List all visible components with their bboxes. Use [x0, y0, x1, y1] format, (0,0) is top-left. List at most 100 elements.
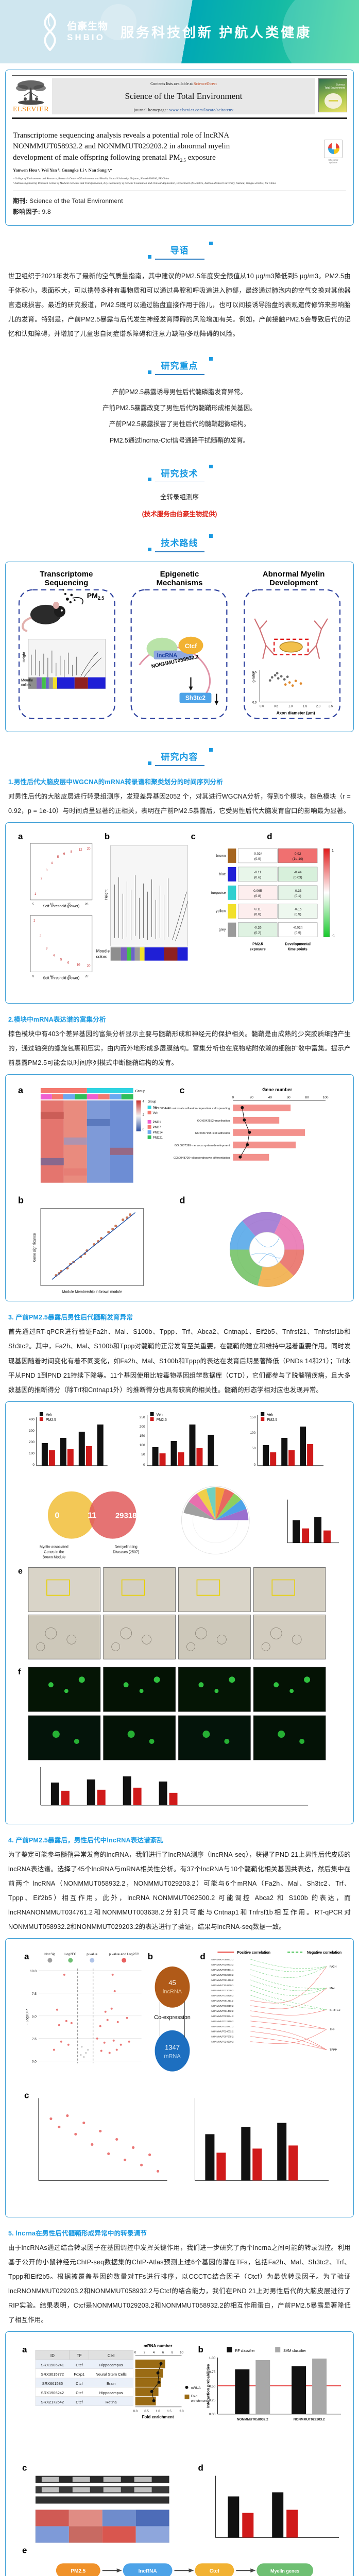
fig3-micrographs: e f — [18, 1567, 326, 1760]
svg-text:NONMMUT062500.2: NONMMUT062500.2 — [211, 1974, 233, 1976]
svg-text:-0.33: -0.33 — [294, 889, 302, 893]
paper-title-line1: Transcriptome sequencing analysis reveal… — [13, 131, 230, 140]
svg-text:60: 60 — [287, 1096, 291, 1099]
banner-slogan: 服务科技创新 护航人类健康 — [121, 25, 312, 40]
svg-text:TRF: TRF — [330, 2028, 335, 2031]
fig2-b-ylabel: Gene significance — [33, 1233, 37, 1262]
fig5-d — [215, 2476, 339, 2538]
fig5-td-tf: Ctcf — [76, 2381, 83, 2386]
svg-text:Log2FC: Log2FC — [64, 1953, 76, 1956]
fig2-a-pnd1: PND1 — [153, 1121, 162, 1124]
crossmark-badge[interactable]: Check for updates — [322, 140, 344, 164]
figure-3-svg: 400 300 200 100 0 Veh PM2.5 250 200 150 100 50… — [18, 1412, 339, 1806]
svg-text:0: 0 — [143, 1463, 145, 1467]
elsevier-tree-icon — [16, 80, 46, 105]
fig1-b-module-label-1: Moudle — [96, 949, 110, 954]
svg-text:NONMMUT034761.2: NONMMUT034761.2 — [211, 2025, 233, 2028]
svg-text:20: 20 — [87, 848, 91, 851]
svg-text:400: 400 — [29, 1418, 35, 1421]
svg-text:10: 10 — [180, 2351, 183, 2354]
section-heading-content: 研究内容 — [0, 748, 359, 766]
subsection-3-title: 3. 产前PM2.5暴露后男性后代髓鞘发育异常 — [8, 1314, 133, 1321]
svg-text:5: 5 — [32, 903, 35, 906]
fig4-volcano-legend: Not Sig Log2FC p value p value and Log2FC — [44, 1953, 139, 1963]
svg-text:NONMMUT029203.2: NONMMUT029203.2 — [211, 1963, 233, 1966]
paper-title-sub: 2.5 — [180, 157, 186, 163]
svg-text:3: 3 — [46, 869, 48, 872]
svg-text:10: 10 — [77, 964, 80, 967]
journal-meta: 期刊: Science of the Total Environment — [13, 196, 346, 205]
fig4-volcano-ylabel: - Log10 P — [26, 2009, 29, 2025]
fig2-a-heat-body — [40, 1100, 133, 1183]
svg-text:1.0: 1.0 — [156, 2410, 160, 2413]
svg-text:GO:0048709~oligodendrocyte dif: GO:0048709~oligodendrocyte differentiati… — [174, 1157, 230, 1160]
highlight-item: PM2.5通过lncrna-Ctcf信号通路干扰髓鞘的发育。 — [109, 436, 250, 444]
fig5-c — [35, 2476, 169, 2544]
contents-available-line: Contents lists available at ScienceDirec… — [54, 81, 313, 86]
svg-text:2: 2 — [143, 1114, 145, 1117]
roadmap-xtick-5: 2.5 — [329, 705, 333, 708]
roadmap-gratio-label: g-ratio — [252, 672, 255, 682]
fig3-legend-pm-2: PM2.5 — [157, 1418, 167, 1422]
svg-text:10: 10 — [50, 903, 54, 906]
svg-text:(0.6): (0.6) — [254, 913, 261, 917]
section-heading-highlights: 研究重点 — [0, 357, 359, 375]
svg-text:-0.024: -0.024 — [253, 852, 263, 856]
elsevier-wordmark: ELSEVIER — [12, 106, 49, 113]
svg-text:brown: brown — [216, 854, 226, 858]
svg-text:2: 2 — [40, 935, 42, 938]
fig3-legend-pm-1: PM2.5 — [46, 1418, 56, 1422]
fig5-td-cell: Retina — [106, 2400, 117, 2404]
svg-text:1: 1 — [33, 920, 36, 923]
svg-text:3: 3 — [46, 947, 48, 951]
section-heading-roadmap: 技术路线 — [0, 534, 359, 552]
svg-text:8: 8 — [172, 2351, 174, 2354]
svg-text:(0.9): (0.9) — [254, 857, 261, 861]
figure-2-svg: a c b d Group — [18, 1085, 329, 1294]
fig5-b-yticks: 1.00 0.75 0.50 0.25 0.00 — [209, 2357, 216, 2416]
fig3-bars-2: 250 200 150 100 50 0 Veh PM2.5 — [140, 1412, 218, 1467]
svg-text:5: 5 — [57, 856, 59, 859]
svg-text:100: 100 — [250, 1431, 255, 1435]
paper-title-line3b: exposure — [185, 153, 216, 162]
subsection-4-title: 4. 产前PM2.5暴露后，男性后代中lncRNA表达谱紊乱 — [8, 1836, 164, 1844]
roadmap-panel1-title-l2: Sequencing — [44, 579, 88, 587]
fig3-bars-3: 150 100 50 0 Veh PM2.5 — [250, 1412, 324, 1467]
svg-text:20: 20 — [250, 1096, 254, 1099]
roadmap-panel3-title-l2: Development — [269, 579, 318, 587]
fig5-td-id: SRX1906241 — [41, 2363, 64, 2367]
paper-title-line2: NONMMUT058932.2 and NONMMUT029203.2 in a… — [13, 142, 230, 151]
sciencedirect-link[interactable]: ScienceDirect — [194, 81, 217, 86]
roadmap-ytick-05: 0.5 — [252, 671, 257, 674]
fig1-a2-xlabel: Soft Threshold (power) — [43, 977, 79, 980]
svg-text:5: 5 — [32, 975, 35, 978]
fig1-panel-d: d — [267, 832, 272, 841]
journal-info-block: Contents lists available at ScienceDirec… — [52, 78, 315, 114]
fig4-venn-top-label: lncRNA — [163, 1989, 182, 1995]
brand-name-en: SHBIO — [67, 32, 105, 42]
fig2-c-ticks: 0 20 40 60 80 100 — [232, 1096, 329, 1099]
fig5-panel-a: a — [22, 2345, 27, 2354]
fig4-panel-c-bars — [195, 2098, 329, 2181]
svg-text:10.0: 10.0 — [30, 1970, 37, 1973]
svg-text:(0.1): (0.1) — [294, 894, 301, 898]
svg-text:yellow: yellow — [216, 910, 226, 913]
fig5-th-cell: Cell — [108, 2353, 115, 2358]
impact-factor-meta: 影响因子: 9.8 — [13, 207, 346, 216]
roadmap-panel3-title-l1: Abnormal Myelin — [263, 570, 325, 579]
svg-text:0.11: 0.11 — [254, 908, 261, 911]
fig4-venn-mid-label: Co-expression — [154, 2014, 191, 2021]
fig4-panel-d: d — [200, 1952, 205, 1961]
svg-text:20: 20 — [85, 903, 89, 906]
fig5-pathway: PM2.5 lncRNA Ctcf Myelin genes Abnormal … — [56, 2563, 314, 2576]
fig3-venn-left-label-3: Brown Module — [43, 1555, 66, 1559]
svg-text:NONMMUT015228.2: NONMMUT015228.2 — [211, 1994, 233, 1997]
homepage-url[interactable]: www.elsevier.com/locate/scitotenv — [169, 108, 234, 112]
svg-text:100: 100 — [323, 1096, 329, 1099]
fig5-panel-b: b — [198, 2345, 203, 2354]
fig1-d-col1-l1: PM2.5 — [252, 943, 263, 946]
fig3-venn-right-label-1: Demyelinating — [115, 1546, 138, 1549]
fig5-td-cell: Neural Stem Cells — [96, 2372, 127, 2377]
site-banner: 伯豪生物 SHBIO 服务科技创新 护航人类健康 — [0, 0, 359, 63]
